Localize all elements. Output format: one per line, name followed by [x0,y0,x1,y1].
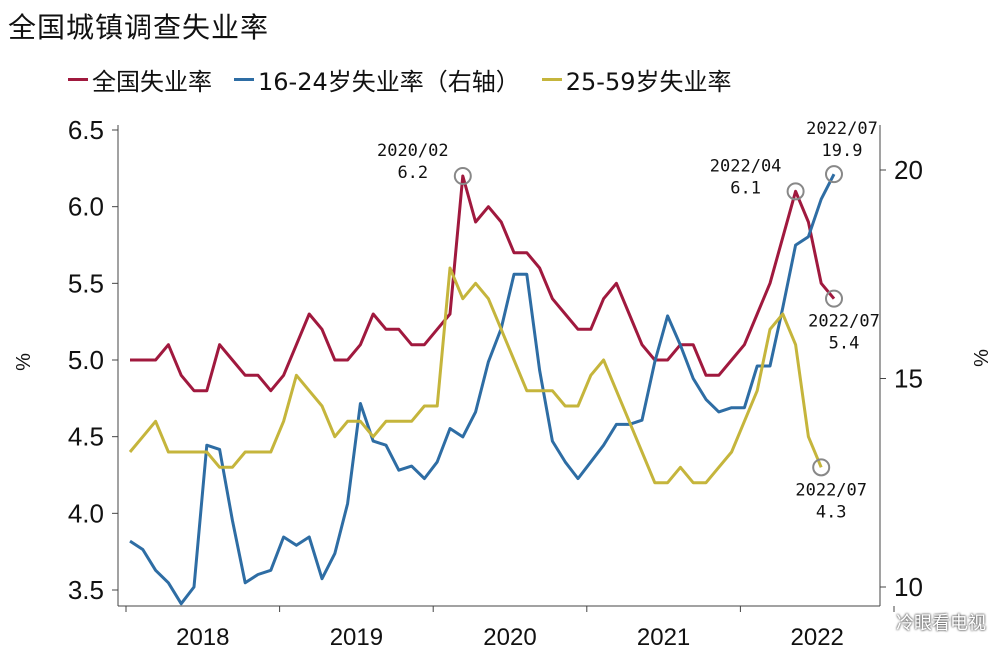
annotation-label: 2022/04 [710,156,782,176]
right-tick-label: 20 [894,155,923,185]
annotation-label: 6.2 [397,163,428,183]
annotation-label: 4.3 [816,502,847,522]
annotation-label: 6.1 [730,178,761,198]
left-tick-label: 4.5 [68,422,104,452]
annotation-label: 5.4 [829,334,860,354]
watermark-text: 冷眼看电视 [896,613,986,634]
left-tick-label: 3.5 [68,575,104,605]
legend-swatch-adult [541,78,562,81]
left-tick-label: 5.5 [68,268,104,298]
legend-label-national: 全国失业率 [92,68,212,96]
annotation-label: 2022/07 [795,480,867,500]
annotation-marker [825,165,843,184]
legend-item-youth: 16-24岁失业率（右轴） [234,62,520,97]
legend-swatch-national [68,78,88,81]
annotation-label: 19.9 [822,141,863,161]
series-line-0 [130,174,836,393]
legend-item-national: 全国失业率 [68,62,212,97]
legend-swatch-youth [234,78,254,81]
right-tick-label: 15 [894,364,923,394]
legend-item-adult: 25-59岁失业率 [541,62,732,97]
x-tick-label: 2021 [637,624,690,651]
chart-title: 全国城镇调查失业率 [8,11,270,44]
right-tick-label: 10 [894,572,923,602]
legend-label-adult: 25-59岁失业率 [565,68,732,96]
series-line-2 [128,266,823,485]
series-line-1 [129,173,836,606]
x-tick-label: 2019 [330,624,383,651]
legend-label-youth: 16-24岁失业率（右轴） [258,68,520,96]
left-tick-label: 5.0 [68,345,104,375]
x-tick-label: 2022 [791,624,844,651]
annotation-marker [786,182,805,201]
x-tick-label: 2020 [483,624,536,651]
annotation-label: 2020/02 [377,141,449,161]
annotation-marker [453,167,472,185]
x-tick-label: 2018 [176,624,229,651]
annotation-label: 2022/07 [808,312,880,332]
annotation-label: 2022/07 [806,119,878,139]
right-axis-label: % [971,349,993,367]
legend: 全国失业率 16-24岁失业率（右轴） 25-59岁失业率 [68,62,732,97]
annotation-marker [825,289,843,308]
left-tick-label: 6.5 [68,115,104,145]
annotation-marker [812,458,831,477]
left-tick-label: 6.0 [68,192,104,222]
left-tick-label: 4.0 [68,498,104,528]
left-axis-label: % [13,353,35,371]
